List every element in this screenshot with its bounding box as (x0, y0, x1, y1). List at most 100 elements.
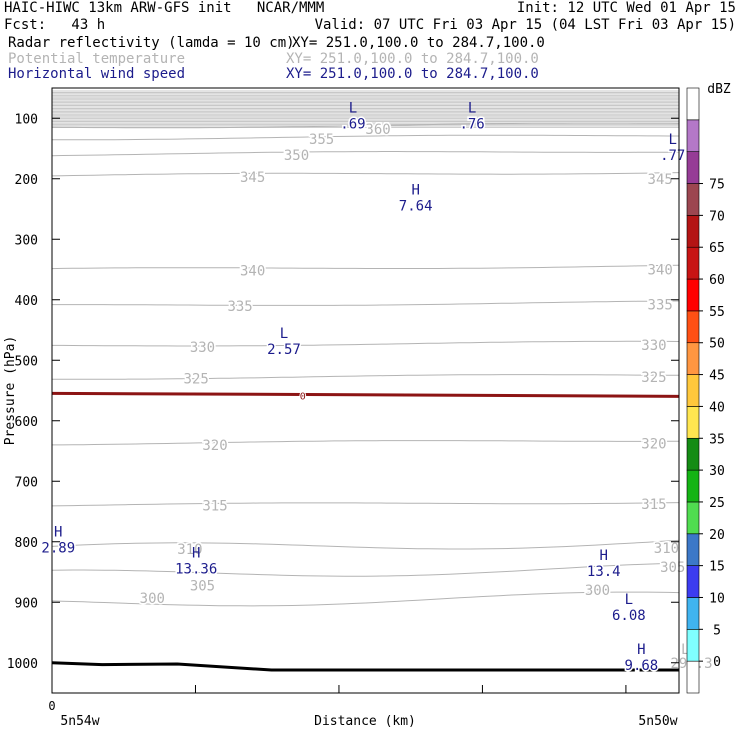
y-tick-label: 800 (15, 536, 38, 551)
colorbar-level: 15 (709, 560, 725, 575)
colorbar-level: 50 (709, 337, 725, 352)
field-xy-theta: XY= 251.0,100.0 to 284.7,100.0 (286, 51, 539, 67)
colorbar-swatch (686, 597, 700, 630)
extremum-value: .69 (340, 116, 365, 132)
theta-label: 325 (184, 371, 209, 387)
y-tick-label: 600 (15, 415, 38, 430)
colorbar-swatch (686, 533, 700, 566)
plot-frame (51, 87, 680, 694)
theta-contour-line (51, 264, 680, 270)
colorbar-level: 65 (709, 241, 725, 256)
field-name-reflectivity: Radar reflectivity (lamda = 10 cm) (8, 35, 295, 51)
colorbar-swatch (686, 278, 700, 312)
theta-label: 335 (227, 299, 252, 315)
colorbar-level: 55 (709, 305, 725, 320)
theta-label: 345 (240, 170, 265, 186)
colorbar-swatch (686, 87, 700, 121)
x-left-endpoint: 5n54w (60, 714, 99, 729)
colorbar-level: 70 (709, 209, 725, 224)
extremum-marker: H (637, 642, 645, 658)
theta-label: 355 (309, 132, 334, 148)
theta-label: 350 (284, 148, 309, 164)
y-tick-label: 300 (15, 233, 38, 248)
y-tick-label: 1000 (7, 657, 38, 672)
colorbar-swatch (686, 660, 700, 694)
y-tick-label: 900 (15, 596, 38, 611)
extremum-value: 6.08 (612, 608, 646, 624)
extremum-marker: H (600, 548, 608, 564)
theta-label: 305 (190, 578, 215, 594)
colorbar-swatch (686, 151, 700, 184)
theta-label: 315 (641, 497, 666, 513)
extremum-marker: H (411, 183, 419, 199)
colorbar-level: 45 (709, 369, 725, 384)
colorbar-swatch (686, 183, 700, 216)
colorbar-swatch (686, 374, 700, 407)
theta-contour-line (51, 151, 680, 157)
extremum-value: .76 (459, 116, 484, 132)
extremum-value: 2.89 (41, 540, 75, 556)
y-tick-label: 400 (15, 294, 38, 309)
theta-label: 340 (648, 263, 673, 279)
theta-label: 300 (140, 591, 165, 607)
extremum-marker: H (54, 524, 62, 540)
theta-label: 330 (641, 338, 666, 354)
theta-label: 325 (641, 370, 666, 386)
colorbar-level: 20 (709, 528, 725, 543)
colorbar-swatch (686, 501, 700, 535)
theta-label: 330 (190, 340, 215, 356)
colorbar-swatch (686, 342, 700, 375)
extremum-value: 9.68 (625, 658, 659, 674)
field-xy-reflectivity: XY= 251.0,100.0 to 284.7,100.0 (292, 35, 545, 51)
colorbar-unit: dBZ (707, 82, 731, 97)
colorbar-swatch (686, 437, 700, 471)
theta-label: 340 (240, 264, 265, 280)
extremum-marker: L (280, 326, 288, 342)
colorbar-level: 10 (709, 591, 725, 606)
colorbar-level: 40 (709, 400, 725, 415)
theta-contour-line (52, 134, 679, 141)
theta-contour-line (51, 562, 680, 577)
forecast-hour: Fcst: 43 h (4, 17, 106, 33)
extremum-value: 2.57 (267, 342, 301, 358)
x-right-endpoint: 5n50w (638, 714, 677, 729)
model-title: HAIC-HIWC 13km ARW-GFS init NCAR/MMM (4, 0, 325, 16)
y-tick-label: 100 (15, 112, 38, 127)
y-tick-label: 700 (15, 475, 38, 490)
field-name-wind: Horizontal wind speed (8, 66, 186, 82)
valid-time: Valid: 07 UTC Fri 03 Apr 15 (04 LST Fri … (314, 17, 736, 33)
theta-label: 335 (648, 298, 673, 314)
theta-contour-line (51, 591, 680, 607)
extremum-marker: L (681, 642, 689, 658)
theta-contour-line (52, 300, 679, 306)
surface-line (51, 661, 679, 672)
extremum-marker: L (625, 592, 633, 608)
extremum-value: 7.64 (399, 199, 433, 215)
theta-label: 345 (648, 172, 673, 188)
extremum-value: .77 (660, 148, 685, 164)
theta-contour-line (51, 172, 680, 177)
theta-contour-line (52, 440, 679, 446)
colorbar-swatch (686, 119, 700, 152)
extremum-marker: L (349, 100, 357, 116)
field-name-theta: Potential temperature (8, 51, 186, 67)
colorbar-level: 30 (709, 464, 725, 479)
colorbar-level: 25 (709, 496, 725, 511)
init-time: Init: 12 UTC Wed 01 Apr 15 (516, 0, 736, 16)
theta-contour-line (51, 502, 680, 507)
theta-contour-line (51, 539, 680, 550)
extremum-marker: L (669, 132, 677, 148)
isotherm-0c-label: 0 (300, 391, 306, 402)
extremum-value: 13.36 (175, 562, 217, 578)
theta-label: 360 (365, 122, 390, 138)
theta-contour-line (52, 374, 680, 380)
y-tick-label: 200 (15, 173, 38, 188)
colorbar-level: 0 (713, 655, 721, 670)
x-axis-label: Distance (km) (314, 714, 416, 729)
y-axis-label: Pressure (hPa) (3, 336, 18, 446)
theta-contour-line (51, 122, 680, 129)
colorbar-swatch (686, 406, 700, 439)
isotherm-0c-line (51, 391, 680, 398)
theta-label: 305 (660, 560, 685, 576)
colorbar-level: 75 (709, 178, 725, 193)
